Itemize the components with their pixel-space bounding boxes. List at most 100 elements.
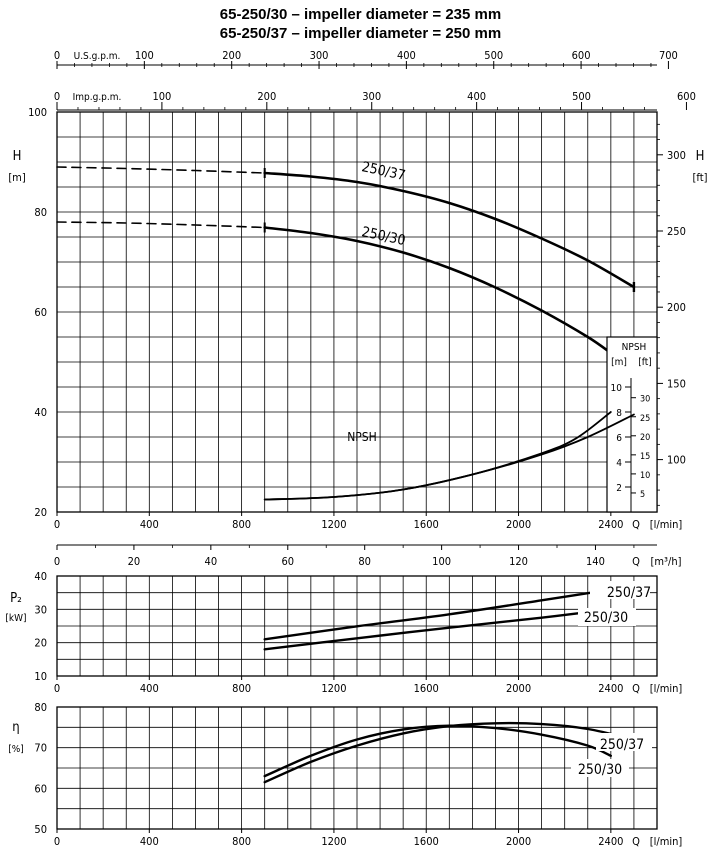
usgpm-tick-label: 0 <box>54 49 60 62</box>
head-ft-tick-label: 250 <box>667 225 686 238</box>
efficiency-ytick-label: 50 <box>34 823 47 836</box>
head-xtick-label: 2000 <box>506 518 531 531</box>
npsh-ft-tick-label: 10 <box>640 471 650 481</box>
m3h-tick-label: 100 <box>432 555 451 568</box>
npsh-curve-1 <box>263 411 612 501</box>
npsh-unit-ft: [ft] <box>638 357 652 368</box>
usgpm-tick-label: 300 <box>310 49 329 62</box>
power-ylabel: P₂ <box>10 591 22 606</box>
power-curve-0 <box>263 584 636 641</box>
efficiency-label-bg-0 <box>596 733 652 751</box>
power-xtick-label: 800 <box>232 682 251 695</box>
head-xtick-label: 0 <box>54 518 60 531</box>
head-xaxis-label: Q <box>632 518 640 531</box>
impgpm-tick-label: 200 <box>257 90 276 103</box>
impgpm-tick-label: 100 <box>152 90 171 103</box>
head-ytick-label: 20 <box>34 506 47 519</box>
npsh-ft-tick-label: 15 <box>640 452 650 462</box>
efficiency-ylabel: η <box>12 720 19 735</box>
efficiency-xtick-label: 1200 <box>321 835 346 848</box>
power-series-label: 250/30 <box>584 610 628 626</box>
head-ylabel: H <box>13 149 22 164</box>
head-ft-tick-label: 150 <box>667 377 686 390</box>
m3h-label: Q <box>632 555 640 568</box>
npsh-m-tick-label: 8 <box>616 408 622 419</box>
power-label-bg-1 <box>578 608 636 626</box>
power-ytick-label: 10 <box>34 670 47 683</box>
power-series-label: 250/37 <box>607 585 651 601</box>
chart-title-line-1: 65-250/30 – impeller diameter = 235 mm <box>219 6 502 23</box>
npsh-ft-tick-label: 25 <box>640 414 650 424</box>
m3h-tick-label: 60 <box>281 555 294 568</box>
efficiency-xtick-label: 800 <box>232 835 251 848</box>
m3h-tick-label: 80 <box>358 555 371 568</box>
power-xtick-label: 1600 <box>414 682 439 695</box>
efficiency-xtick-label: 2400 <box>598 835 623 848</box>
usgpm-tick-label: 400 <box>397 49 416 62</box>
efficiency-xtick-label: 400 <box>140 835 159 848</box>
head-xtick-label: 1600 <box>414 518 439 531</box>
power-xaxis-unit: [l/min] <box>650 682 683 695</box>
impgpm-tick-label: 400 <box>467 90 486 103</box>
m3h-unit: [m³/h] <box>651 555 682 568</box>
power-xtick-label: 0 <box>54 682 60 695</box>
impgpm-tick-label: 500 <box>572 90 591 103</box>
efficiency-series-label: 250/37 <box>600 737 644 753</box>
m3h-tick-label: 120 <box>509 555 528 568</box>
npsh-m-tick-label: 4 <box>616 458 622 469</box>
npsh-box-title: NPSH <box>622 342 647 353</box>
head-curve-1 <box>263 226 613 355</box>
efficiency-yunit: [%] <box>8 744 24 755</box>
usgpm-tick-label: 600 <box>572 49 591 62</box>
m3h-tick-label: 140 <box>586 555 605 568</box>
head-series-label: 250/30 <box>360 224 407 249</box>
usgpm-label: U.S.g.p.m. <box>74 51 121 62</box>
m3h-tick-label: 0 <box>54 555 60 568</box>
chart-title-line-2: 65-250/37 – impeller diameter = 250 mm <box>219 25 502 42</box>
head-ylabel-right: H <box>696 149 705 164</box>
head-ytick-label: 60 <box>34 306 47 319</box>
impgpm-tick-label: 600 <box>677 90 696 103</box>
efficiency-xtick-label: 2000 <box>506 835 531 848</box>
power-curve-1 <box>263 608 612 651</box>
m3h-tick-label: 20 <box>128 555 141 568</box>
impgpm-tick-label: 0 <box>54 90 60 103</box>
head-ytick-label: 100 <box>28 106 47 119</box>
npsh-ft-tick-label: 20 <box>640 433 650 443</box>
usgpm-tick-label: 700 <box>659 49 678 62</box>
head-xtick-label: 2400 <box>598 518 623 531</box>
head-ft-tick-label: 200 <box>667 301 686 314</box>
efficiency-xtick-label: 1600 <box>414 835 439 848</box>
efficiency-curve-1 <box>263 724 612 778</box>
power-ytick-label: 40 <box>34 570 47 583</box>
usgpm-tick-label: 200 <box>222 49 241 62</box>
power-xtick-label: 400 <box>140 682 159 695</box>
npsh-m-tick-label: 10 <box>611 383 623 394</box>
npsh-unit-m: [m] <box>611 357 627 368</box>
power-yunit: [kW] <box>5 613 26 624</box>
efficiency-xaxis-unit: [l/min] <box>650 835 683 848</box>
head-xtick-label: 400 <box>140 518 159 531</box>
head-curve-dashed-1 <box>56 221 266 229</box>
head-ft-tick-label: 300 <box>667 149 686 162</box>
power-label-bg-0 <box>590 581 650 599</box>
usgpm-tick-label: 500 <box>484 49 503 62</box>
efficiency-series-label: 250/30 <box>578 762 622 778</box>
impgpm-label: Imp.g.p.m. <box>73 92 122 103</box>
power-ytick-label: 20 <box>34 637 47 650</box>
efficiency-xaxis-label: Q <box>632 835 640 848</box>
head-curve-0 <box>263 171 636 289</box>
npsh-curve-label: NPSH <box>347 430 377 444</box>
npsh-ft-tick-label: 30 <box>640 395 650 405</box>
usgpm-tick-label: 100 <box>135 49 154 62</box>
head-yunit: [m] <box>8 171 26 184</box>
head-ytick-label: 80 <box>34 206 47 219</box>
npsh-m-tick-label: 6 <box>616 433 622 444</box>
head-ytick-label: 40 <box>34 406 47 419</box>
head-xtick-label: 1200 <box>321 518 346 531</box>
impgpm-tick-label: 300 <box>362 90 381 103</box>
npsh-ft-tick-label: 5 <box>640 490 645 500</box>
power-xtick-label: 2000 <box>506 682 531 695</box>
